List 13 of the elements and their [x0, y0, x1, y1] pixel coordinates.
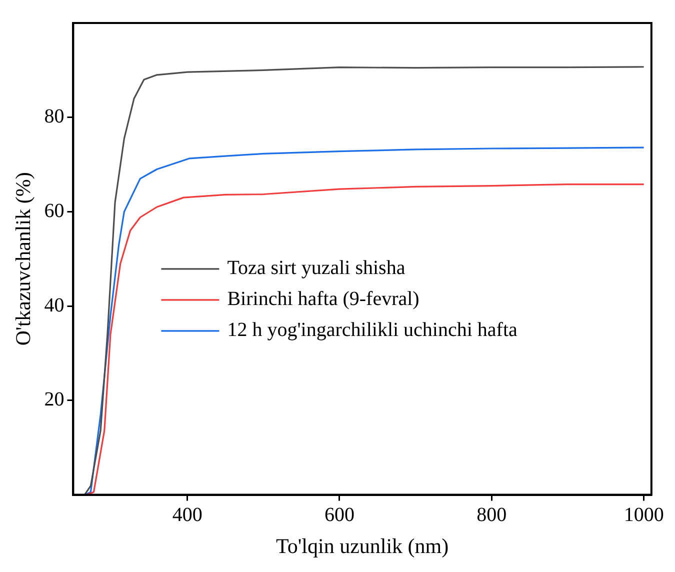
x-tick-label: 800 [476, 504, 507, 526]
y-tick-label: 80 [44, 106, 64, 128]
legend-label: Toza sirt yuzali shisha [227, 257, 406, 280]
x-tick-label: 400 [172, 504, 202, 526]
y-axis-title: O'tkazuvchanlik (%) [11, 172, 36, 346]
x-tick-label: 1000 [624, 504, 664, 526]
y-tick-label: 40 [44, 294, 64, 316]
y-tick-label: 60 [44, 200, 64, 222]
legend-label: 12 h yog'ingarchilikli uchinchi hafta [227, 319, 518, 342]
legend-label: Birinchi hafta (9-fevral) [227, 288, 420, 310]
y-tick-label: 20 [44, 388, 64, 411]
x-axis-title: To'lqin uzunlik (nm) [276, 534, 449, 558]
x-tick-label: 600 [324, 504, 354, 526]
